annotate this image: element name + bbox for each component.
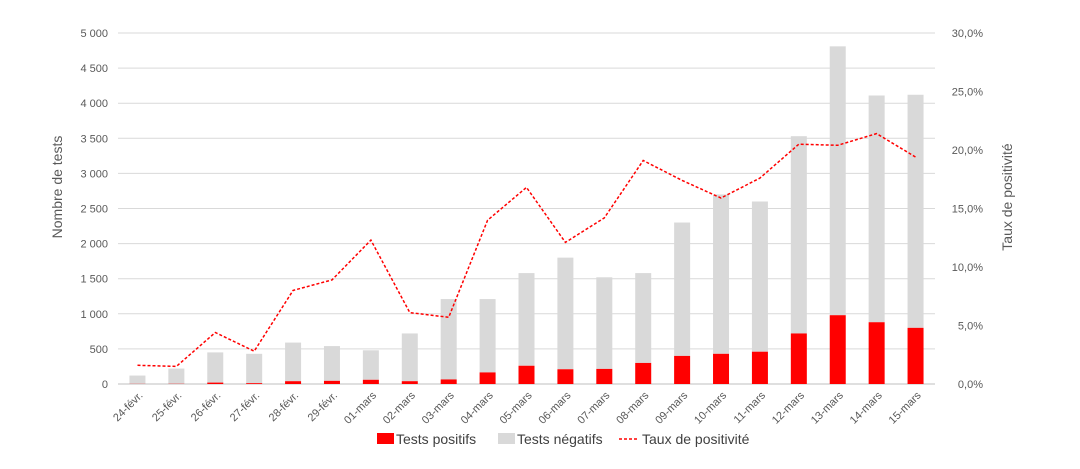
bar-tests-positifs xyxy=(246,383,263,384)
y2-tick-label: 30,0% xyxy=(952,28,983,40)
y-tick-label: 3 000 xyxy=(80,168,108,180)
bar-tests-negatifs xyxy=(168,368,185,384)
bar-tests-positifs xyxy=(479,372,496,384)
y-axis-right-ticks: 0,0% 5,0% 10,0% 15,0% 20,0% 25,0% 30,0% xyxy=(952,28,983,391)
y2-tick-label: 0,0% xyxy=(958,379,983,391)
y2-tick-label: 5,0% xyxy=(958,321,983,333)
bar-tests-negatifs xyxy=(829,46,846,316)
bar-tests-positifs xyxy=(518,365,535,384)
x-tick-label: 24-févr. xyxy=(111,390,145,424)
bar-tests-negatifs xyxy=(868,95,885,323)
bar-tests-positifs xyxy=(790,333,807,384)
bar-tests-positifs xyxy=(285,381,302,384)
x-tick-label: 10-mars xyxy=(692,389,729,426)
y-tick-label: 5 000 xyxy=(80,28,108,40)
bar-tests-negatifs xyxy=(713,194,730,354)
y2-tick-label: 25,0% xyxy=(952,87,983,99)
y2-tick-label: 20,0% xyxy=(952,145,983,157)
legend-swatch-positifs xyxy=(377,433,394,444)
bar-tests-positifs xyxy=(635,362,652,384)
bar-tests-negatifs xyxy=(129,375,146,384)
positivity-line xyxy=(137,132,916,368)
y2-tick-label: 10,0% xyxy=(952,262,983,274)
legend-label-taux: Taux de positivité xyxy=(642,431,750,447)
bars xyxy=(129,46,924,384)
y-axis-left-ticks: 0 500 1 000 1 500 2 000 2 500 3 000 3 500 4 000 4… xyxy=(80,28,108,391)
bar-tests-positifs xyxy=(362,379,379,384)
x-tick-label: 26-févr. xyxy=(189,390,223,424)
bar-tests-negatifs xyxy=(907,94,924,328)
x-tick-label: 03-mars xyxy=(420,389,457,426)
x-tick-label: 13-mars xyxy=(809,389,846,426)
bar-tests-positifs xyxy=(674,355,691,384)
bar-tests-negatifs xyxy=(557,257,574,370)
x-tick-label: 02-mars xyxy=(381,389,418,426)
y-tick-label: 1 000 xyxy=(80,309,108,321)
bar-tests-positifs xyxy=(207,382,224,384)
bar-tests-negatifs xyxy=(635,273,652,363)
y-tick-label: 3 500 xyxy=(80,133,108,145)
bar-tests-negatifs xyxy=(751,201,768,352)
x-axis-ticks: 24-févr. 25-févr. 26-févr. 27-févr. 28-févr.… xyxy=(111,389,924,426)
y-tick-label: 500 xyxy=(90,344,108,356)
bar-tests-positifs xyxy=(596,368,613,384)
line-taux-de-positivite xyxy=(137,132,916,368)
bar-tests-negatifs xyxy=(323,346,340,381)
bar-tests-positifs xyxy=(401,381,418,384)
y-tick-label: 0 xyxy=(102,379,108,391)
bar-tests-negatifs xyxy=(440,299,457,380)
bar-tests-negatifs xyxy=(401,333,418,382)
bar-tests-negatifs xyxy=(674,222,691,356)
gridlines xyxy=(118,32,935,385)
y-tick-label: 4 500 xyxy=(80,63,108,75)
bar-tests-negatifs xyxy=(246,353,263,384)
legend: Tests positifs Tests négatifs Taux de po… xyxy=(377,431,750,447)
x-tick-label: 05-mars xyxy=(498,389,535,426)
y2-tick-label: 15,0% xyxy=(952,204,983,216)
x-tick-label: 07-mars xyxy=(575,389,612,426)
legend-swatch-negatifs xyxy=(498,433,515,444)
x-tick-label: 27-févr. xyxy=(228,390,262,424)
x-tick-label: 11-mars xyxy=(732,389,769,426)
y-axis-left-title: Nombre de tests xyxy=(49,136,65,239)
x-tick-label: 01-mars xyxy=(342,389,379,426)
x-tick-label: 28-févr. xyxy=(267,390,301,424)
x-tick-label: 08-mars xyxy=(614,389,651,426)
x-tick-label: 09-mars xyxy=(653,389,690,426)
bar-tests-negatifs xyxy=(518,273,535,366)
x-tick-label: 15-mars xyxy=(887,389,924,426)
bar-tests-negatifs xyxy=(790,136,807,334)
bar-tests-negatifs xyxy=(285,342,302,382)
bar-tests-positifs xyxy=(440,379,457,384)
x-tick-label: 29-févr. xyxy=(306,390,340,424)
legend-label-negatifs: Tests négatifs xyxy=(517,431,603,447)
x-tick-label: 04-mars xyxy=(459,389,496,426)
x-tick-label: 14-mars xyxy=(848,389,885,426)
bar-tests-positifs xyxy=(557,369,574,384)
y-tick-label: 2 000 xyxy=(80,239,108,251)
x-tick-label: 25-févr. xyxy=(150,390,184,424)
bar-tests-negatifs xyxy=(479,299,496,373)
y-axis-right-title: Taux de positivité xyxy=(999,143,1015,251)
legend-label-positifs: Tests positifs xyxy=(396,431,476,447)
bar-tests-negatifs xyxy=(362,350,379,380)
x-tick-label: 12-mars xyxy=(770,389,807,426)
bar-tests-positifs xyxy=(751,351,768,384)
y-tick-label: 2 500 xyxy=(80,204,108,216)
bar-tests-positifs xyxy=(323,380,340,384)
bar-tests-positifs xyxy=(868,322,885,384)
bar-tests-negatifs xyxy=(207,352,224,383)
bar-tests-negatifs xyxy=(596,277,613,369)
x-tick-label: 06-mars xyxy=(537,389,574,426)
bar-tests-positifs xyxy=(713,353,730,384)
y-tick-label: 1 500 xyxy=(80,274,108,286)
y-tick-label: 4 000 xyxy=(80,98,108,110)
bar-tests-positifs xyxy=(829,315,846,384)
bar-tests-positifs xyxy=(907,327,924,384)
